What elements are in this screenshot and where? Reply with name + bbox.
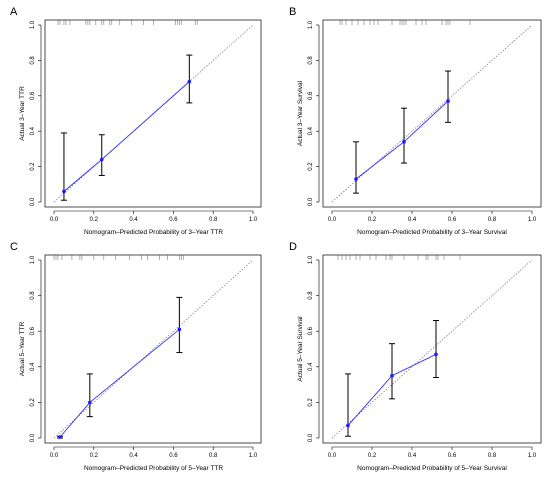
y-tick-label: 0.6 bbox=[30, 326, 36, 335]
y-tick-label: 0.2 bbox=[30, 162, 36, 171]
y-tick-label: 0.4 bbox=[308, 362, 314, 371]
calibration-panel-a: A 0.0 0.2 0.4 0.6 0.8 1.0 0.0 0.2 0.4 0.6 0.8 1.0 Nom… bbox=[10, 6, 262, 236]
calibration-panel-b: B 0.0 0.2 0.4 0.6 0.8 1.0 0.0 0.2 0.4 0.6 0.8 1.0 Nom… bbox=[289, 6, 542, 236]
x-tick-label: 0.8 bbox=[488, 217, 497, 223]
y-tick-label: 0.0 bbox=[30, 433, 36, 442]
x-tick-label: 0.4 bbox=[129, 217, 138, 223]
calibration-point bbox=[58, 435, 62, 439]
x-tick-label: 1.0 bbox=[249, 217, 258, 223]
x-tick-label: 1.0 bbox=[249, 453, 258, 459]
y-axis-title: Actual 3–Year TTR bbox=[19, 86, 26, 141]
reference-diagonal-line bbox=[331, 259, 533, 439]
plot-frame bbox=[44, 254, 262, 444]
calibration-point bbox=[434, 352, 438, 357]
y-tick-label: 0.2 bbox=[30, 398, 36, 407]
x-axis-title: Nomogram–Predicted Probability of 3–Year… bbox=[357, 229, 507, 236]
x-tick-label: 0.2 bbox=[368, 217, 377, 223]
x-tick-label: 0.0 bbox=[50, 453, 59, 459]
y-axis-title: Actual 5–Year TTR bbox=[19, 321, 26, 376]
y-tick-label: 0.6 bbox=[308, 91, 314, 100]
y-tick-label: 0.4 bbox=[30, 362, 36, 371]
x-tick-label: 0.0 bbox=[328, 453, 337, 459]
x-tick-label: 0.6 bbox=[448, 453, 457, 459]
y-tick-label: 0.0 bbox=[30, 197, 36, 206]
y-tick-label: 0.0 bbox=[308, 197, 314, 206]
calibration-point bbox=[354, 177, 358, 181]
calibration-point bbox=[187, 79, 192, 84]
x-tick-label: 0.0 bbox=[50, 217, 59, 223]
panel-letter: A bbox=[10, 6, 18, 18]
y-tick-label: 0.4 bbox=[30, 126, 36, 135]
calibration-point bbox=[346, 423, 350, 428]
plot-frame bbox=[44, 19, 262, 208]
y-tick-label: 0.8 bbox=[308, 56, 314, 65]
reference-diagonal-line bbox=[331, 24, 533, 203]
plot-frame bbox=[322, 19, 542, 208]
x-axis-title: Nomogram–Predicted Probability of 3–Year… bbox=[84, 229, 223, 236]
y-axis-title: Actual 5–Year Survival bbox=[297, 316, 304, 382]
calibration-point bbox=[402, 140, 406, 144]
y-tick-label: 0.4 bbox=[308, 126, 314, 135]
y-tick-label: 0.2 bbox=[308, 162, 314, 171]
y-tick-label: 1.0 bbox=[30, 20, 36, 29]
x-tick-label: 0.4 bbox=[129, 453, 138, 459]
calibration-panel-d: D 0.0 0.2 0.4 0.6 0.8 1.0 0.0 0.2 0.4 0.6 0.8 1.0 Nom… bbox=[289, 241, 542, 472]
x-axis-title: Nomogram–Predicted Probability of 5–Year… bbox=[357, 465, 507, 472]
y-tick-label: 1.0 bbox=[308, 255, 314, 264]
y-tick-label: 0.8 bbox=[30, 291, 36, 300]
y-tick-label: 0.0 bbox=[308, 433, 314, 442]
calibration-point bbox=[99, 157, 104, 162]
x-tick-label: 0.0 bbox=[328, 217, 337, 223]
panel-letter: B bbox=[289, 6, 296, 18]
y-tick-label: 0.6 bbox=[308, 326, 314, 335]
calibration-point bbox=[177, 327, 182, 332]
x-tick-label: 0.2 bbox=[368, 453, 377, 459]
x-tick-label: 0.4 bbox=[408, 453, 417, 459]
reference-diagonal-line bbox=[53, 259, 254, 439]
panel-letter: D bbox=[289, 241, 297, 253]
plot-frame bbox=[322, 254, 542, 444]
x-tick-label: 0.6 bbox=[169, 453, 178, 459]
x-tick-label: 0.8 bbox=[209, 217, 218, 223]
x-tick-label: 1.0 bbox=[528, 453, 537, 459]
x-tick-label: 1.0 bbox=[528, 217, 537, 223]
calibration-point bbox=[390, 373, 394, 378]
panel-letter: C bbox=[10, 241, 18, 253]
x-tick-label: 0.6 bbox=[169, 217, 178, 223]
y-tick-label: 1.0 bbox=[308, 20, 314, 29]
x-axis-title: Nomogram–Predicted Probability of 5–Year… bbox=[84, 465, 223, 472]
y-tick-label: 0.2 bbox=[308, 398, 314, 407]
calibration-panel-c: C 0.0 0.2 0.4 0.6 0.8 1.0 0.0 0.2 0.4 0.6 0.8 1.0 Nom… bbox=[10, 241, 262, 472]
y-tick-label: 0.8 bbox=[30, 56, 36, 65]
x-tick-label: 0.6 bbox=[448, 217, 457, 223]
y-tick-label: 1.0 bbox=[30, 255, 36, 264]
x-tick-label: 0.8 bbox=[488, 453, 497, 459]
calibration-point bbox=[446, 99, 450, 103]
calibration-point bbox=[88, 400, 92, 405]
x-tick-label: 0.2 bbox=[90, 217, 99, 223]
calibration-point bbox=[62, 189, 66, 194]
y-axis-title: Actual 3–Year Survival bbox=[297, 80, 304, 146]
x-tick-label: 0.2 bbox=[90, 453, 99, 459]
x-tick-label: 0.4 bbox=[408, 217, 417, 223]
y-tick-label: 0.6 bbox=[30, 91, 36, 100]
y-tick-label: 0.8 bbox=[308, 291, 314, 300]
x-tick-label: 0.8 bbox=[209, 453, 218, 459]
